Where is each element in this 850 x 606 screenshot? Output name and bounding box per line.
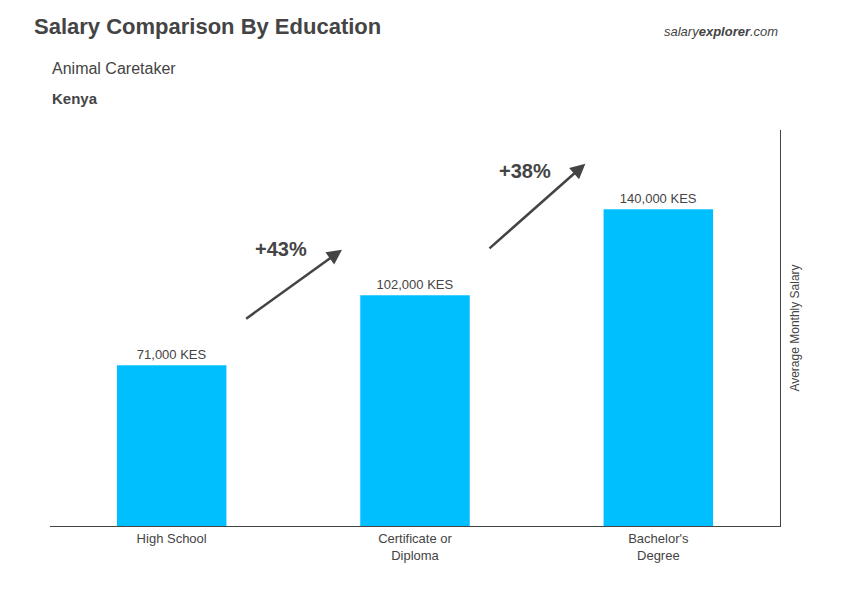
svg-text:Average Monthly Salary: Average Monthly Salary — [788, 264, 802, 391]
svg-text:Animal Caretaker: Animal Caretaker — [52, 60, 176, 77]
svg-text:71,000 KES: 71,000 KES — [137, 347, 207, 362]
svg-text:+38%: +38% — [499, 160, 551, 182]
svg-text:salaryexplorer.com: salaryexplorer.com — [664, 24, 778, 39]
svg-text:High School: High School — [137, 531, 207, 546]
svg-text:Bachelor'sDegree: Bachelor'sDegree — [628, 531, 689, 563]
svg-text:+43%: +43% — [255, 238, 307, 260]
svg-text:Certificate orDiploma: Certificate orDiploma — [378, 531, 452, 563]
svg-text:102,000 KES: 102,000 KES — [377, 277, 454, 292]
svg-text:Kenya: Kenya — [52, 90, 98, 107]
svg-text:Salary Comparison By Education: Salary Comparison By Education — [34, 14, 381, 39]
svg-text:140,000 KES: 140,000 KES — [620, 191, 697, 206]
